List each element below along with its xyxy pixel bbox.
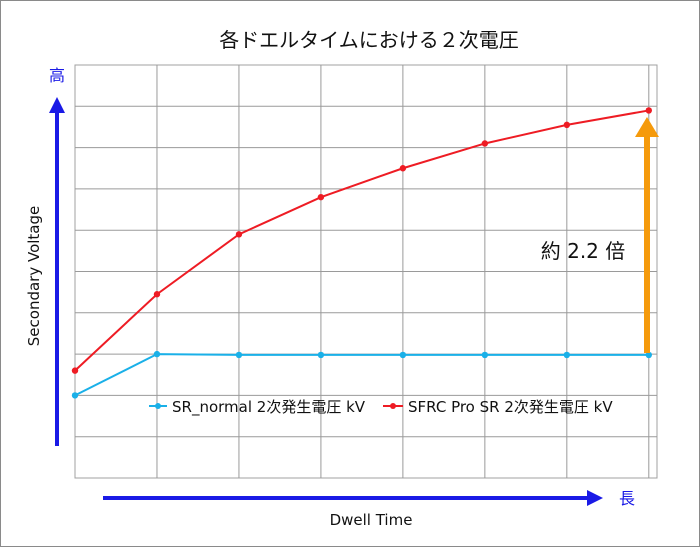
data-point-1-4 (399, 165, 407, 172)
data-point-1-5 (481, 140, 489, 147)
data-point-1-6 (563, 121, 571, 129)
data-point-1-2 (235, 231, 243, 238)
data-point-0-0 (71, 392, 79, 399)
legend-marker-sr-normal (155, 403, 161, 409)
y-direction-label: 高 (49, 66, 65, 85)
data-point-0-5 (481, 351, 489, 359)
legend-label-sfrc-pro: SFRC Pro SR 2次発生電圧 kV (408, 398, 613, 416)
data-point-0-3 (317, 351, 325, 359)
series-layer (71, 107, 653, 399)
x-direction-label: 長 (619, 489, 635, 508)
legend-marker-sfrc-pro (390, 403, 396, 409)
data-point-1-7 (645, 107, 653, 114)
series-line-0 (74, 353, 649, 397)
y-axis-label: Secondary Voltage (25, 206, 43, 346)
ratio-arrow-head (635, 117, 659, 137)
legend-label-sr-normal: SR_normal 2次発生電圧 kV (172, 398, 366, 417)
x-axis-label: Dwell Time (330, 511, 413, 529)
data-point-0-2 (235, 351, 243, 359)
data-point-1-3 (317, 193, 325, 201)
data-point-0-6 (563, 351, 571, 359)
data-point-0-1 (153, 350, 161, 358)
series-line-1 (74, 109, 649, 372)
data-point-1-1 (153, 291, 161, 298)
data-point-1-0 (71, 367, 79, 374)
chart-title: 各ドエルタイムにおける２次電圧 (219, 28, 519, 52)
data-point-0-7 (645, 351, 653, 359)
ratio-annotation: 約 2.2 倍 (541, 239, 626, 263)
legend: SR_normal 2次発生電圧 kV SFRC Pro SR 2次発生電圧 k… (149, 398, 613, 417)
data-point-0-4 (399, 351, 407, 359)
plot-grid (74, 64, 658, 479)
